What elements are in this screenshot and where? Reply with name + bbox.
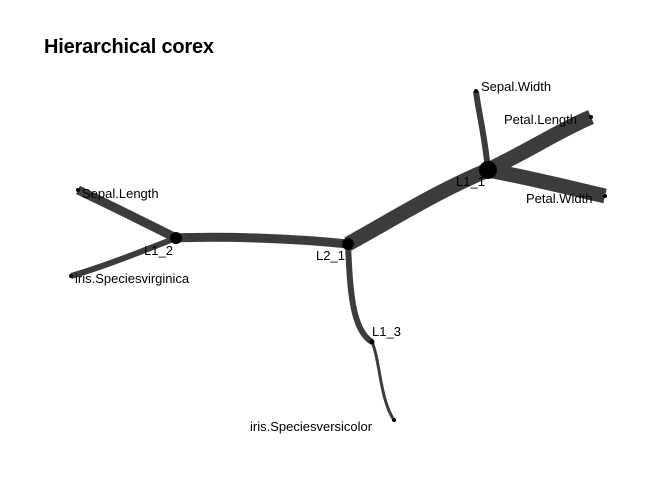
node-label-sepal-length: Sepal.Length: [82, 186, 159, 201]
labels-layer: L2_1 L1_1 L1_2 L1_3 Sepal.Width Petal.Length P…: [75, 79, 592, 434]
edge-l2-1-to-l1-3: [345, 243, 374, 345]
node-label-l1-1: L1_1: [456, 174, 485, 189]
node-sepal-width: [474, 89, 478, 93]
node-iris-speciesvirginica: [69, 274, 73, 278]
edge-l1-2-to-iris-speciesvirginica: [70, 235, 178, 279]
edge-l1-1-to-petal-width: [486, 162, 607, 204]
node-iris-speciesversicolor: [392, 418, 396, 422]
node-label-l1-2: L1_2: [144, 243, 173, 258]
node-label-l1-3: L1_3: [372, 324, 401, 339]
nodes-layer: [69, 89, 607, 422]
edge-l2-1-to-l1-1: [344, 163, 491, 251]
node-label-sepal-width: Sepal.Width: [481, 79, 551, 94]
node-label-l2-1: L2_1: [316, 248, 345, 263]
node-petal-width: [603, 194, 607, 198]
edge-l1-1-to-petal-length: [484, 110, 594, 177]
node-petal-length: [589, 115, 593, 119]
node-sepal-length: [76, 188, 80, 192]
node-label-iris-speciesvirginica: iris.Speciesvirginica: [75, 271, 190, 286]
node-l1-2: [170, 232, 182, 244]
node-l1-1: [479, 161, 497, 179]
edges-layer: [70, 90, 607, 421]
node-label-iris-speciesversicolor: iris.Speciesversicolor: [250, 419, 373, 434]
node-label-petal-length: Petal.Length: [504, 112, 577, 127]
diagram-title: Hierarchical corex: [44, 36, 214, 58]
node-l2-1: [342, 238, 354, 250]
edge-l1-1-to-sepal-width: [473, 90, 491, 171]
edge-l1-3-to-iris-speciesversicolor: [370, 341, 396, 421]
node-l1-3: [369, 339, 375, 345]
edge-l1-2-to-sepal-length: [76, 185, 179, 243]
edge-l2-1-to-l1-2: [175, 232, 349, 249]
node-label-petal-width: Petal.Width: [526, 191, 592, 206]
